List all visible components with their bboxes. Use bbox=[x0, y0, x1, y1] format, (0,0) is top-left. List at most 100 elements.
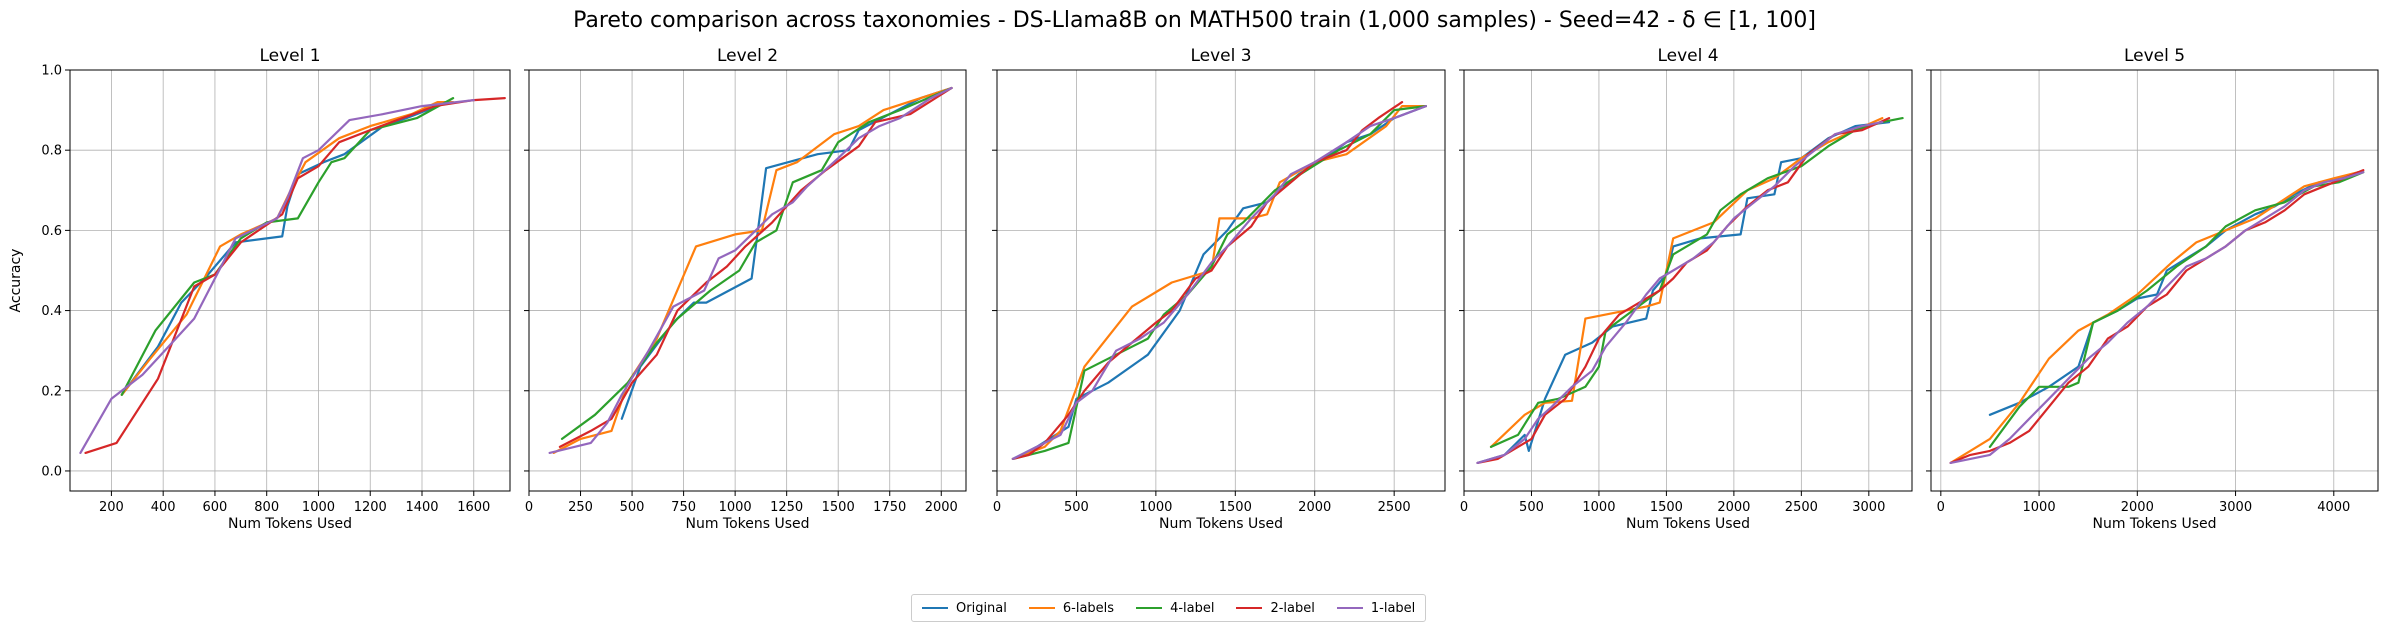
x-tick-label: 250 bbox=[568, 500, 593, 515]
series-line-2-label bbox=[1949, 169, 2365, 464]
x-axis-label: Num Tokens Used bbox=[1626, 516, 1750, 532]
series-line-1-label bbox=[79, 98, 475, 454]
legend-label: 1-label bbox=[1370, 600, 1416, 616]
x-tick-label: 1000 bbox=[2023, 500, 2056, 515]
x-tick-label: 0 bbox=[993, 500, 1001, 515]
x-tick-label: 2000 bbox=[2121, 500, 2154, 515]
x-tick-label: 750 bbox=[671, 500, 696, 515]
x-tick-label: 1000 bbox=[1139, 500, 1172, 515]
x-tick-label: 3000 bbox=[1852, 500, 1885, 515]
plot-frame bbox=[528, 69, 967, 492]
legend-label: Original bbox=[956, 600, 1007, 616]
panel-title: Level 3 bbox=[1190, 46, 1251, 66]
x-tick-label: 1600 bbox=[457, 500, 490, 515]
x-tick-label: 200 bbox=[99, 500, 124, 515]
series-line-1-label bbox=[548, 86, 953, 454]
panel-title: Level 1 bbox=[259, 46, 320, 66]
x-axis-label: Num Tokens Used bbox=[1159, 516, 1283, 532]
x-tick-label: 1500 bbox=[1219, 500, 1252, 515]
series-line-4-label bbox=[1489, 116, 1904, 448]
legend-swatch bbox=[922, 607, 948, 609]
series-line-2-label bbox=[84, 96, 506, 454]
series-line-4-label bbox=[1988, 171, 2365, 448]
series-line-4-label bbox=[560, 86, 953, 440]
x-tick-label: 0 bbox=[525, 500, 533, 515]
x-tick-label: 500 bbox=[1519, 500, 1544, 515]
y-tick-label: 0.2 bbox=[41, 384, 62, 399]
series-line-4-label bbox=[1011, 104, 1428, 460]
plot-frame bbox=[1463, 69, 1913, 492]
y-axis-label: Accuracy bbox=[8, 249, 24, 313]
series-line-6-labels bbox=[120, 100, 455, 396]
x-tick-label: 1500 bbox=[1650, 500, 1683, 515]
plot-frame bbox=[69, 69, 511, 492]
y-tick-label: 0.8 bbox=[41, 144, 62, 159]
legend-item-1-label: 1-label bbox=[1336, 600, 1416, 616]
x-tick-label: 500 bbox=[1064, 500, 1089, 515]
x-axis-label: Num Tokens Used bbox=[2092, 516, 2216, 532]
series-line-2-label bbox=[1476, 116, 1891, 464]
x-axis-label: Num Tokens Used bbox=[228, 516, 352, 532]
chart-panel-3: 0 500 1000 1500 2000 2500 Level 3 Num Tokens Us… bbox=[992, 46, 1446, 532]
series-line-original bbox=[1988, 171, 2360, 416]
x-tick-label: 800 bbox=[254, 500, 279, 515]
legend-label: 6-labels bbox=[1062, 600, 1115, 616]
series-line-6-labels bbox=[1489, 116, 1884, 448]
x-tick-label: 1250 bbox=[770, 500, 803, 515]
x-tick-label: 1000 bbox=[719, 500, 752, 515]
legend-swatch bbox=[1236, 607, 1263, 609]
series-line-original bbox=[1476, 120, 1891, 464]
plot-frame bbox=[1930, 69, 2379, 492]
x-tick-label: 1750 bbox=[873, 500, 906, 515]
x-tick-label: 2500 bbox=[1378, 500, 1411, 515]
plot-frame bbox=[996, 69, 1446, 492]
x-tick-label: 600 bbox=[203, 500, 228, 515]
legend-swatch bbox=[1336, 607, 1363, 609]
x-tick-label: 1000 bbox=[302, 500, 335, 515]
x-tick-label: 500 bbox=[620, 500, 645, 515]
chart-panel-1: 200 400 600 800 1000 1200 1400 1600 0.0 0.2 0.4 0.6… bbox=[8, 46, 511, 532]
x-tick-label: 2000 bbox=[925, 500, 958, 515]
x-tick-label: 2500 bbox=[1785, 500, 1818, 515]
chart-panel-2: 0 250 500 750 1000 1250 1500 1750 2000 Level 2 Num… bbox=[524, 46, 967, 532]
series-line-4-label bbox=[120, 96, 455, 396]
y-tick-label: 0.6 bbox=[41, 224, 62, 239]
series-line-original bbox=[120, 100, 449, 396]
panel-title: Level 5 bbox=[2124, 46, 2185, 66]
x-tick-label: 1000 bbox=[1582, 500, 1615, 515]
legend-label: 2-label bbox=[1270, 600, 1315, 616]
legend: Original 6-labels 4-label 2-label 1-label bbox=[911, 594, 1427, 622]
legend-label: 4-label bbox=[1170, 600, 1215, 616]
x-tick-label: 2000 bbox=[1298, 500, 1331, 515]
series-line-1-label bbox=[1476, 120, 1884, 464]
x-axis-label: Num Tokens Used bbox=[685, 516, 809, 532]
x-tick-label: 0 bbox=[1460, 500, 1468, 515]
series-line-6-labels bbox=[1011, 104, 1428, 460]
legend-item-6-labels: 6-labels bbox=[1028, 600, 1115, 616]
x-tick-label: 0 bbox=[1937, 500, 1945, 515]
legend-item-4-label: 4-label bbox=[1136, 601, 1214, 616]
x-tick-label: 2000 bbox=[1717, 500, 1750, 515]
series-line-6-labels bbox=[1949, 171, 2360, 464]
chart-panel-5: 0 1000 2000 3000 4000 Level 5 Num Tokens Used bbox=[1926, 46, 2379, 532]
panel-title: Level 4 bbox=[1657, 46, 1718, 66]
series-line-1-label bbox=[1011, 104, 1428, 460]
x-tick-label: 1500 bbox=[822, 500, 855, 515]
y-tick-label: 0.4 bbox=[41, 304, 62, 319]
chart-panel-4: 0 500 1000 1500 2000 2500 3000 Level 4 Num Token… bbox=[1459, 46, 1913, 532]
legend-item-2-label: 2-label bbox=[1236, 600, 1315, 616]
x-tick-label: 400 bbox=[151, 500, 176, 515]
x-tick-label: 3000 bbox=[2219, 500, 2252, 515]
series-line-1-label bbox=[1949, 171, 2365, 464]
y-tick-label: 1.0 bbox=[41, 64, 62, 79]
legend-swatch bbox=[1136, 607, 1163, 609]
legend-item-original: Original bbox=[922, 601, 1007, 616]
y-tick-label: 0.0 bbox=[41, 464, 62, 479]
x-tick-label: 1200 bbox=[354, 500, 387, 515]
legend-swatch bbox=[1028, 607, 1055, 609]
x-tick-label: 4000 bbox=[2317, 500, 2350, 515]
figure-title: Pareto comparison across taxonomies - DS… bbox=[573, 8, 1816, 33]
panel-title: Level 2 bbox=[717, 46, 778, 66]
x-tick-label: 1400 bbox=[405, 500, 438, 515]
